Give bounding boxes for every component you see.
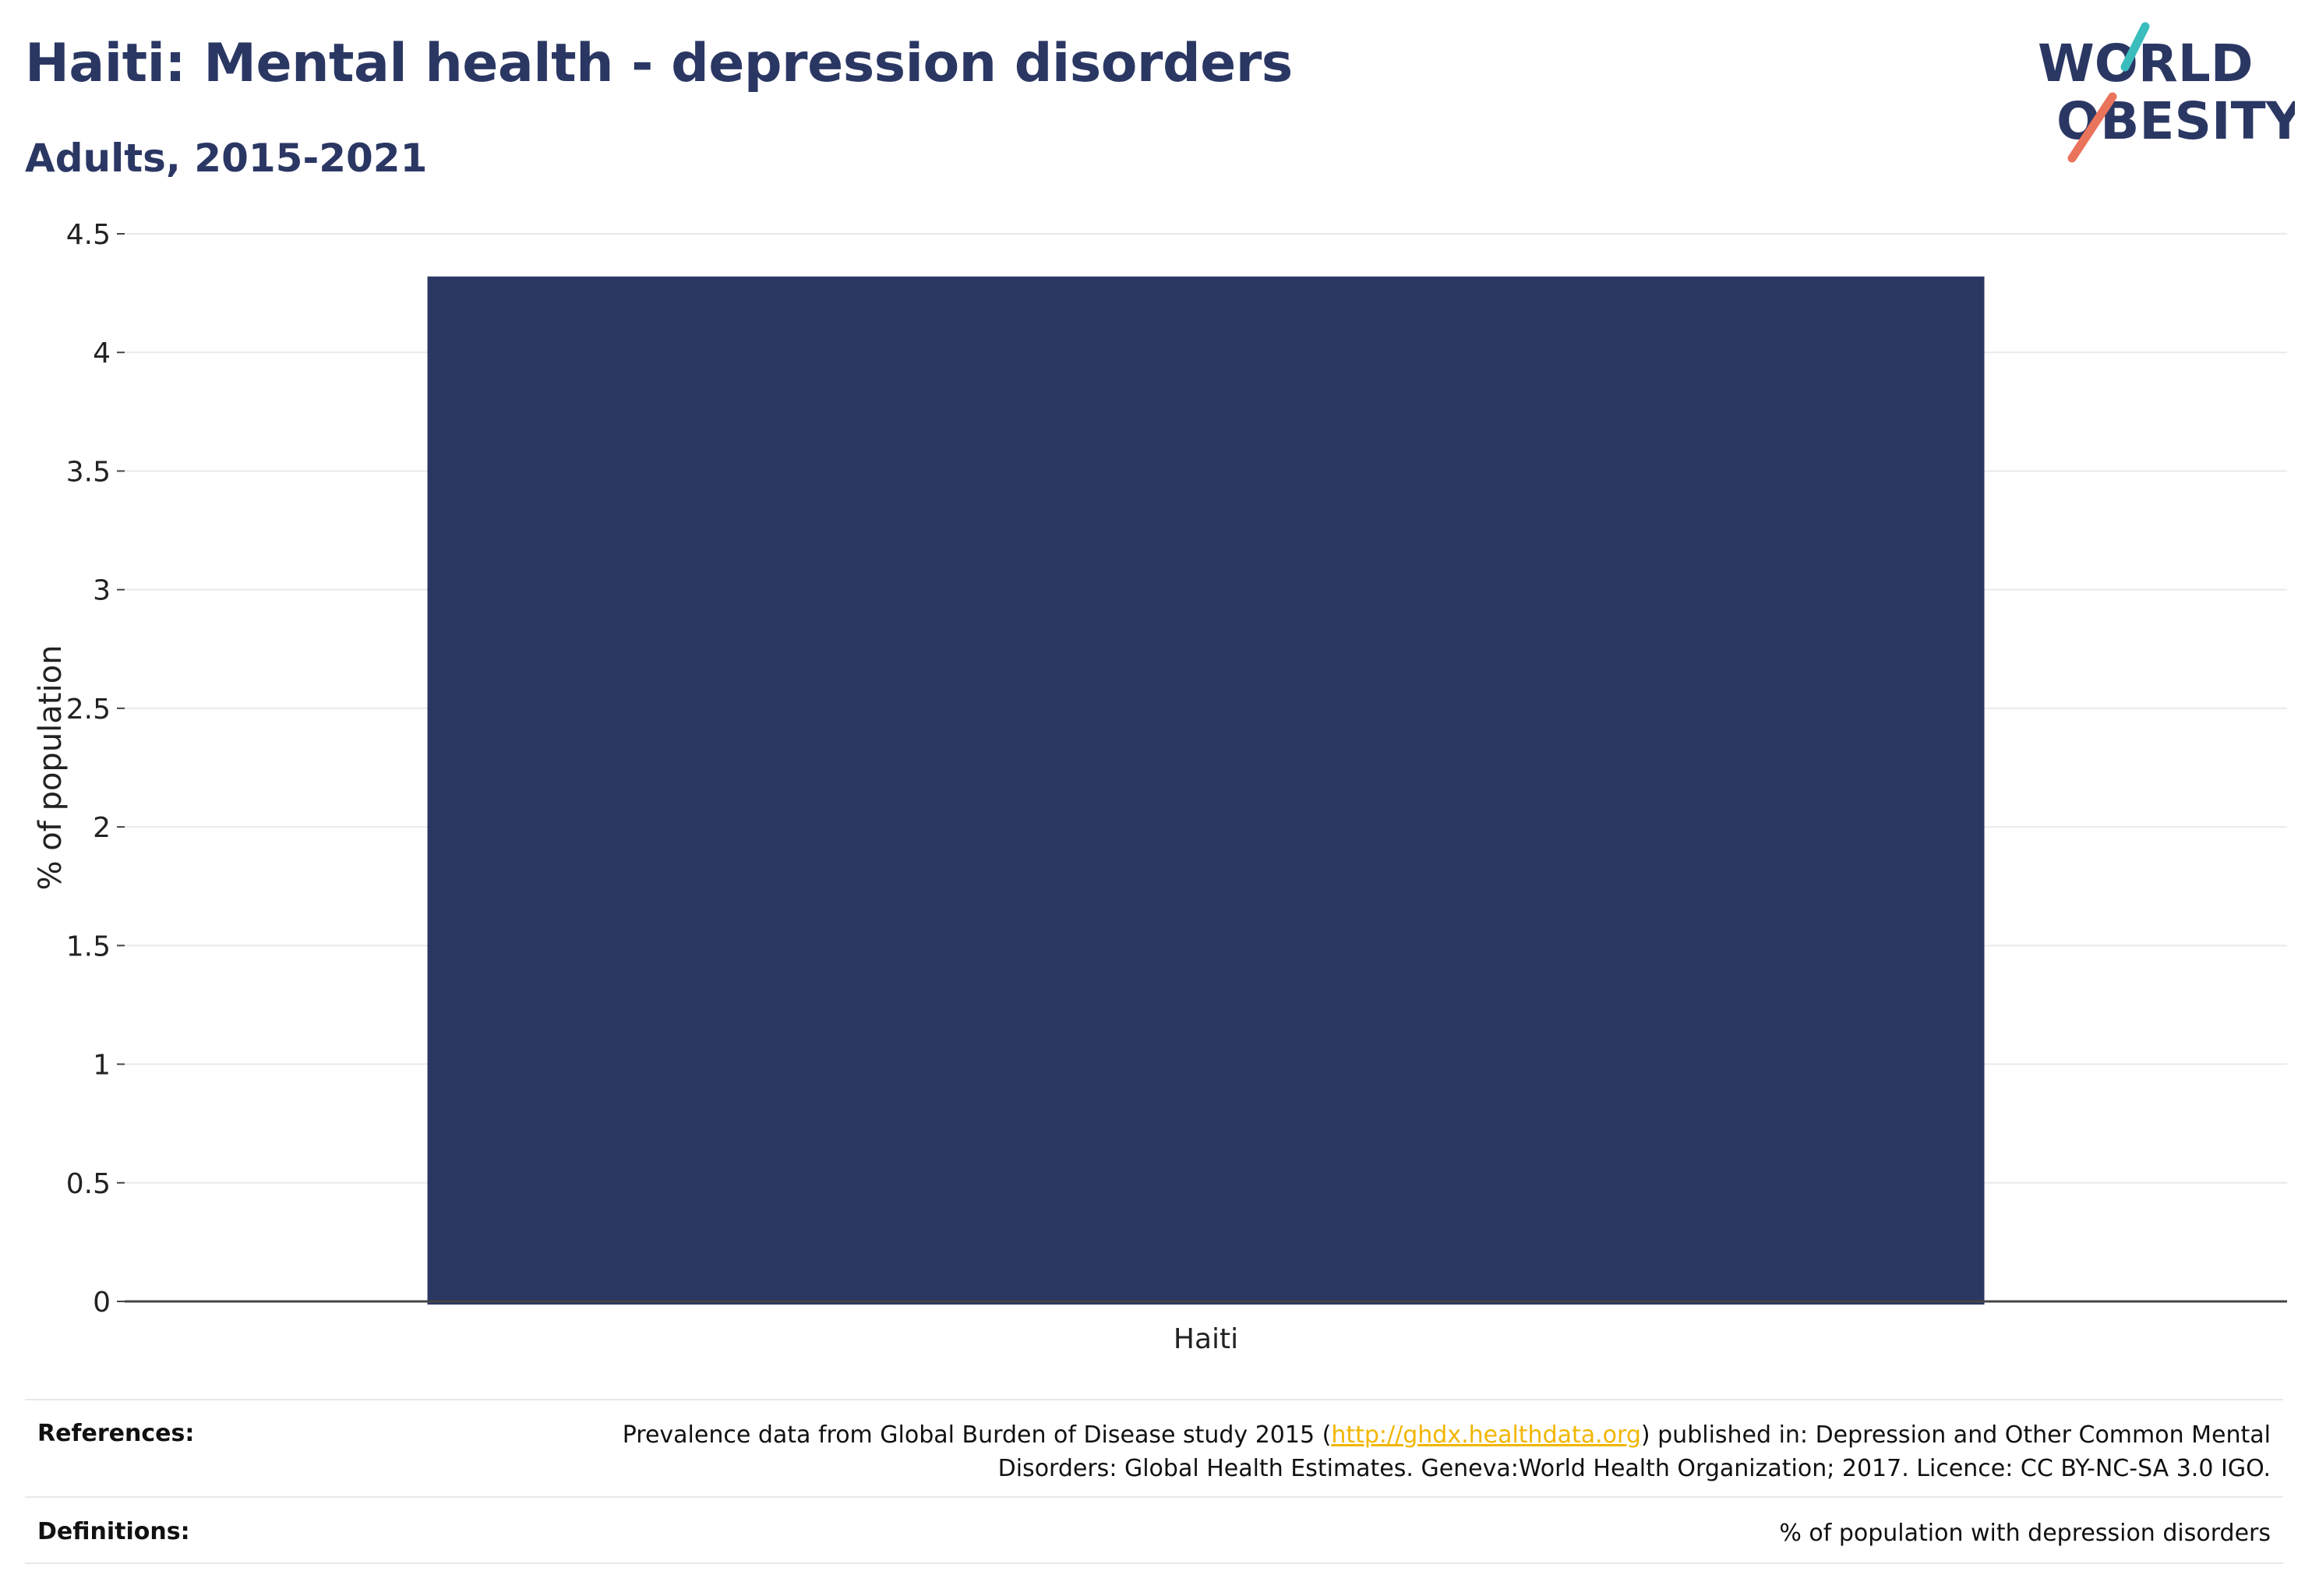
logo-slash-top <box>2120 22 2150 72</box>
logo-slash-bottom <box>2067 92 2117 163</box>
definitions-text: % of population with depression disorder… <box>1779 1520 2271 1547</box>
references-label: References: <box>37 1420 195 1447</box>
y-tick-label: 2 <box>93 812 111 844</box>
y-tick-label: 1 <box>93 1050 111 1082</box>
y-axis-ticks: 0 0.5 1 1.5 2 2.5 3 3.5 4 4.5 <box>66 219 125 1319</box>
references-section: References: Prevalence data from Global … <box>25 1403 2283 1496</box>
chart-title: Haiti: Mental health - depression disord… <box>25 33 1293 94</box>
y-tick-label: 2.5 <box>66 694 111 726</box>
y-tick-label: 1.5 <box>66 930 111 962</box>
y-axis-title: % of population <box>33 645 69 891</box>
y-tick-label: 0 <box>93 1287 111 1319</box>
bars <box>427 276 1985 1305</box>
definitions-label: Definitions: <box>37 1518 190 1545</box>
bar-chart: 0 0.5 1 1.5 2 2.5 3 3.5 4 4.5 Haiti % of populati… <box>33 219 2287 1355</box>
y-tick-label: 3.5 <box>66 456 111 488</box>
references-text: Prevalence data from Global Burden of Di… <box>556 1418 2271 1485</box>
y-tick-label: 4 <box>93 337 111 369</box>
footer-divider-bottom <box>25 1562 2283 1564</box>
references-link[interactable]: http://ghdx.healthdata.org <box>1331 1421 1641 1449</box>
x-axis-ticks: Haiti <box>1174 1323 1238 1355</box>
logo-line-world: WORLD <box>2038 34 2254 94</box>
references-text-before: Prevalence data from Global Burden of Di… <box>622 1421 1332 1449</box>
bar-haiti[interactable] <box>427 276 1985 1305</box>
y-tick-label: 0.5 <box>66 1168 111 1200</box>
y-tick-label: 3 <box>93 575 111 607</box>
definitions-section: Definitions: % of population with depres… <box>25 1498 2283 1562</box>
world-obesity-logo: WORLD OBESITY <box>2038 22 2295 163</box>
footer-divider-middle <box>25 1496 2283 1498</box>
y-tick-label: 4.5 <box>66 219 111 251</box>
references-text-after: ) published in: Depression and Other Com… <box>997 1421 2271 1482</box>
footer-divider-top <box>25 1399 2283 1400</box>
x-tick-label: Haiti <box>1174 1323 1238 1355</box>
chart-subtitle: Adults, 2015-2021 <box>25 136 428 181</box>
